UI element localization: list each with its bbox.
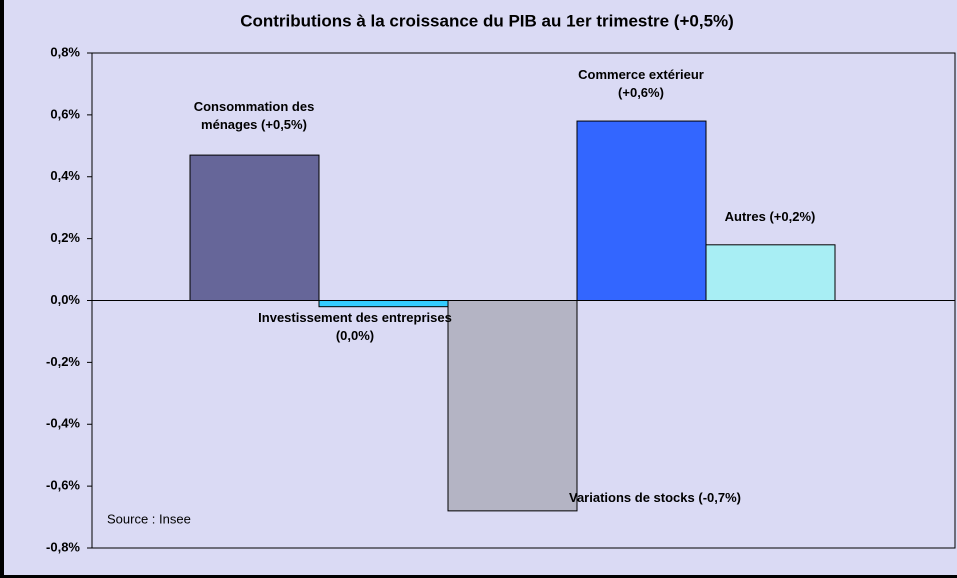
y-tick-label: 0,4% [50, 168, 80, 183]
bar [189, 154, 320, 301]
bar-label: Investissement des entreprises (0,0%) [255, 309, 455, 345]
bar-label: Commerce extérieur (+0,6%) [566, 66, 716, 102]
chart-title: Contributions à la croissance du PIB au … [240, 11, 734, 30]
category-label: Investissement des entreprises [258, 310, 452, 325]
y-tick-label: -0,4% [46, 416, 80, 431]
bar [705, 244, 836, 301]
y-tick-label: -0,8% [46, 539, 80, 554]
category-label: Variations de stocks [569, 490, 695, 505]
frame-bottom [0, 575, 957, 578]
frame-left [0, 0, 4, 578]
y-tick-label: 0,8% [50, 44, 80, 59]
category-label: Autres [724, 209, 766, 224]
y-tick-label: -0,2% [46, 354, 80, 369]
category-label: Commerce extérieur [578, 67, 704, 82]
bar-label: Variations de stocks (-0,7%) [555, 489, 755, 507]
value-label: (+0,5%) [261, 117, 307, 132]
value-label: (+0,2%) [769, 209, 816, 224]
value-label: (+0,6%) [618, 85, 664, 100]
y-tick-label: -0,6% [46, 478, 80, 493]
source-note: Source : Insee [107, 511, 191, 526]
value-label: (-0,7%) [698, 490, 741, 505]
value-label: (0,0%) [335, 328, 375, 343]
y-tick-label: 0,6% [50, 106, 80, 121]
bar [576, 120, 707, 301]
y-tick-label: 0,0% [50, 292, 80, 307]
bar-label: Autres (+0,2%) [700, 208, 840, 226]
category-label: Consommation des ménages [193, 99, 315, 132]
bar [447, 300, 578, 512]
y-tick-label: 0,2% [50, 230, 80, 245]
bar [318, 300, 449, 308]
bar-label: Consommation des ménages (+0,5%) [164, 98, 344, 134]
